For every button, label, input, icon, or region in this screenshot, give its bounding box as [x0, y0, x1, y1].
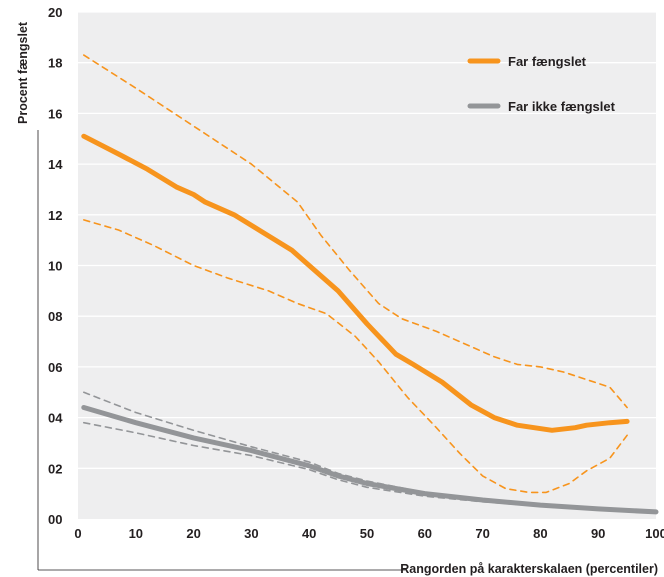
x-tick-label: 20: [186, 526, 200, 541]
y-tick-label: 10: [48, 259, 62, 274]
y-tick-label: 02: [48, 461, 62, 476]
x-tick-label: 100: [645, 526, 664, 541]
x-tick-label: 60: [418, 526, 432, 541]
y-axis-ticks: 00 02 04 06 08 10 12 14 16 18 20: [48, 5, 63, 527]
series-lines: [81, 54, 659, 515]
x-tick-label: 30: [244, 526, 258, 541]
legend-label-far-ikke-faengslet: Far ikke fængslet: [508, 99, 616, 114]
x-tick-label: 0: [74, 526, 81, 541]
y-tick-label: 12: [48, 208, 62, 223]
x-tick-label: 80: [533, 526, 547, 541]
series-line-confidence-band-1: [83, 54, 628, 409]
x-axis-title: Rangorden på karakterskalaen (percentile…: [400, 562, 658, 576]
y-tick-label: 06: [48, 360, 62, 375]
legend-label-far-faengslet: Far fængslet: [508, 54, 587, 69]
legend: Far fængslet Far ikke fængslet: [467, 54, 616, 114]
y-tick-label: 00: [48, 512, 62, 527]
x-axis-ticks: 0 10 20 30 40 50 60 70 80 90 100: [74, 526, 664, 541]
gridlines: [78, 11, 656, 469]
series-line-0: [81, 133, 630, 433]
x-tick-label: 90: [591, 526, 605, 541]
series-line-confidence-band-2: [83, 219, 628, 494]
y-axis-title: Procent fængslet: [16, 21, 30, 124]
y-tick-label: 08: [48, 309, 62, 324]
y-tick-label: 04: [48, 411, 63, 426]
y-tick-label: 16: [48, 106, 62, 121]
y-tick-label: 20: [48, 5, 62, 20]
y-tick-label: 14: [48, 157, 63, 172]
x-tick-label: 50: [360, 526, 374, 541]
series-line-3: [81, 405, 659, 515]
x-tick-label: 70: [475, 526, 489, 541]
y-tick-label: 18: [48, 56, 62, 71]
x-tick-label: 40: [302, 526, 316, 541]
x-tick-label: 10: [129, 526, 143, 541]
